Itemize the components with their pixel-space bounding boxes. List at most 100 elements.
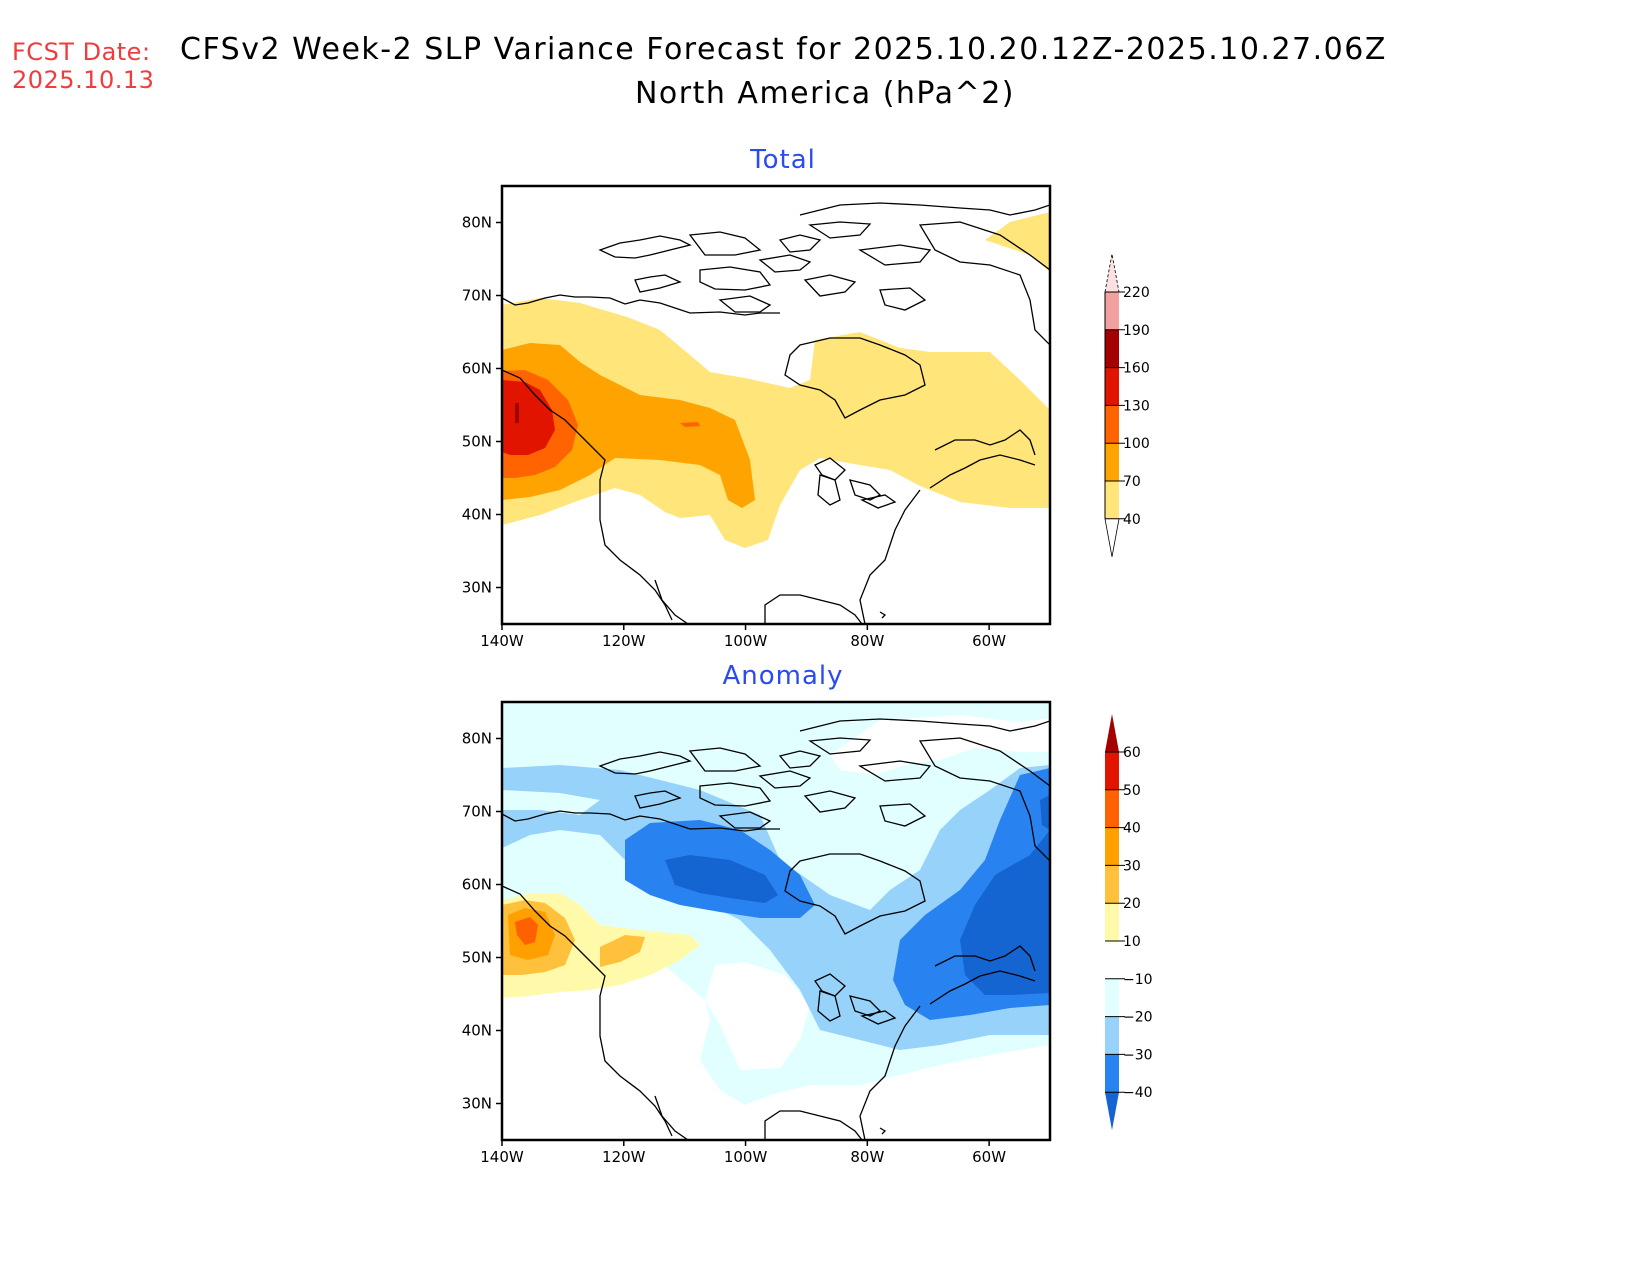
coastline-segment [929, 970, 1036, 1005]
colorbar-label: 50 [1123, 783, 1141, 799]
x-tick-label: 140W [480, 632, 524, 650]
colorbar-label: 40 [1123, 512, 1141, 528]
colorbar-swatch [1105, 941, 1119, 979]
colorbar-total: 40 70 100 130 160 190 220 [1104, 253, 1150, 557]
colorbar-swatch [1105, 481, 1119, 519]
total-contour-100-small [680, 422, 700, 427]
anomaly-frame [500, 700, 1052, 1142]
anomaly-coastlines [502, 718, 1050, 1140]
coastline-segment [502, 885, 673, 1137]
y-tick-label: 70N [462, 287, 492, 305]
coastline-segment [502, 810, 780, 832]
colorbar-anomaly: −40 −30 −20 −10 10 20 30 40 50 60 [1105, 714, 1153, 1131]
coastline-segment [799, 718, 1050, 732]
anomaly-field [502, 702, 1050, 1140]
coastline-segment [934, 429, 1036, 456]
anom-contour-m40-east-small [1040, 795, 1050, 830]
y-tick-label: 50N [462, 433, 492, 451]
coastline-segment [778, 234, 822, 253]
subtitle: North America (hPa^2) [634, 76, 1015, 111]
panel-total: 140W 120W 100W 80W 60W 80N 70N 60N 50N 40N 30N [462, 184, 1052, 650]
coastline-segment [718, 295, 772, 313]
colorbar-label: 30 [1123, 858, 1141, 874]
coastline-segment [803, 274, 857, 297]
coastline-segment [859, 489, 921, 624]
coastline-segment [860, 494, 897, 509]
total-field [502, 186, 1050, 624]
coastline-segment [764, 1110, 863, 1140]
colorbar-label: 40 [1123, 821, 1141, 837]
colorbar-swatch [1105, 789, 1119, 828]
colorbar-label: −10 [1123, 972, 1153, 988]
coastline-segment [879, 611, 887, 619]
colorbar-label: 190 [1123, 323, 1150, 339]
colorbar-extend-bottom [1104, 518, 1120, 557]
y-tick-label: 80N [462, 214, 492, 232]
panel-title-anomaly: Anomaly [722, 661, 844, 691]
coastline-segment [879, 1127, 887, 1135]
x-tick-label: 80W [850, 1148, 884, 1166]
colorbar-swatch [1105, 292, 1119, 330]
x-tick-label: 60W [972, 632, 1006, 650]
x-tick-label: 140W [480, 1148, 524, 1166]
coastline-segment [784, 337, 926, 419]
total-coastlines [502, 202, 1050, 624]
total-frame [500, 184, 1052, 626]
panel-anomaly: 140W 120W 100W 80W 60W 80N 70N 60N 50N 40N 30N [462, 700, 1052, 1167]
coastline-segment [814, 973, 846, 997]
coastline-segment [879, 287, 927, 311]
anom-m10-arctic-strip [502, 790, 600, 815]
coastline-segment [860, 1010, 897, 1025]
y-tick-label: 40N [462, 1022, 492, 1040]
colorbar-swatch [1105, 1054, 1119, 1093]
colorbar-label: 130 [1123, 398, 1150, 414]
colorbar-label: −30 [1123, 1047, 1153, 1063]
colorbar-label: 10 [1123, 934, 1141, 950]
colorbar-swatch [1105, 443, 1119, 481]
colorbar-swatch [1105, 865, 1119, 904]
x-tick-label: 100W [724, 632, 768, 650]
coastline-segment [758, 254, 812, 273]
coastline-segment [817, 990, 841, 1022]
coastline-segment [803, 790, 857, 813]
coastline-segment [654, 1095, 689, 1140]
y-tick-label: 70N [462, 803, 492, 821]
main-title: CFSv2 Week-2 SLP Variance Forecast for 2… [180, 32, 1387, 67]
anomaly-axes: 140W 120W 100W 80W 60W 80N 70N 60N 50N 40N 30N [462, 730, 1007, 1167]
coastline-segment [634, 790, 682, 809]
coastline-segment [808, 221, 872, 239]
y-tick-label: 50N [462, 949, 492, 967]
y-tick-label: 30N [462, 1095, 492, 1113]
coastline-segment [799, 202, 1050, 216]
anom-contour-p40 [515, 917, 538, 945]
colorbar-extend-top [1105, 714, 1119, 752]
panel-title-total: Total [750, 145, 816, 175]
colorbar-swatch [1105, 978, 1119, 1017]
colorbar-label: 60 [1123, 745, 1141, 761]
anom-contour-p20-b [600, 935, 645, 967]
coastline-segment [858, 760, 932, 782]
colorbar-label: 100 [1123, 436, 1150, 452]
coastline-segment [502, 294, 780, 316]
coastline-segment [598, 235, 692, 259]
coastline-segment [699, 782, 772, 807]
coastline-segment [778, 750, 822, 769]
coastline-segment [688, 231, 762, 256]
coastline-segment [699, 266, 772, 291]
colorbar-extend-bottom [1105, 1092, 1119, 1131]
x-tick-label: 60W [972, 1148, 1006, 1166]
coastline-segment [598, 751, 692, 775]
x-tick-label: 100W [724, 1148, 768, 1166]
colorbar-swatch [1105, 1016, 1119, 1055]
coastline-segment [634, 274, 682, 293]
coastline-segment [814, 457, 846, 481]
anom-contour-m40-nw [665, 855, 778, 903]
total-contour-70 [502, 343, 755, 508]
total-contour-130 [502, 380, 555, 455]
colorbar-label: 220 [1123, 285, 1150, 301]
x-tick-label: 120W [602, 1148, 646, 1166]
colorbar-swatch [1105, 405, 1119, 444]
colorbar-label: −20 [1123, 1010, 1153, 1026]
coastline-segment [817, 474, 841, 506]
